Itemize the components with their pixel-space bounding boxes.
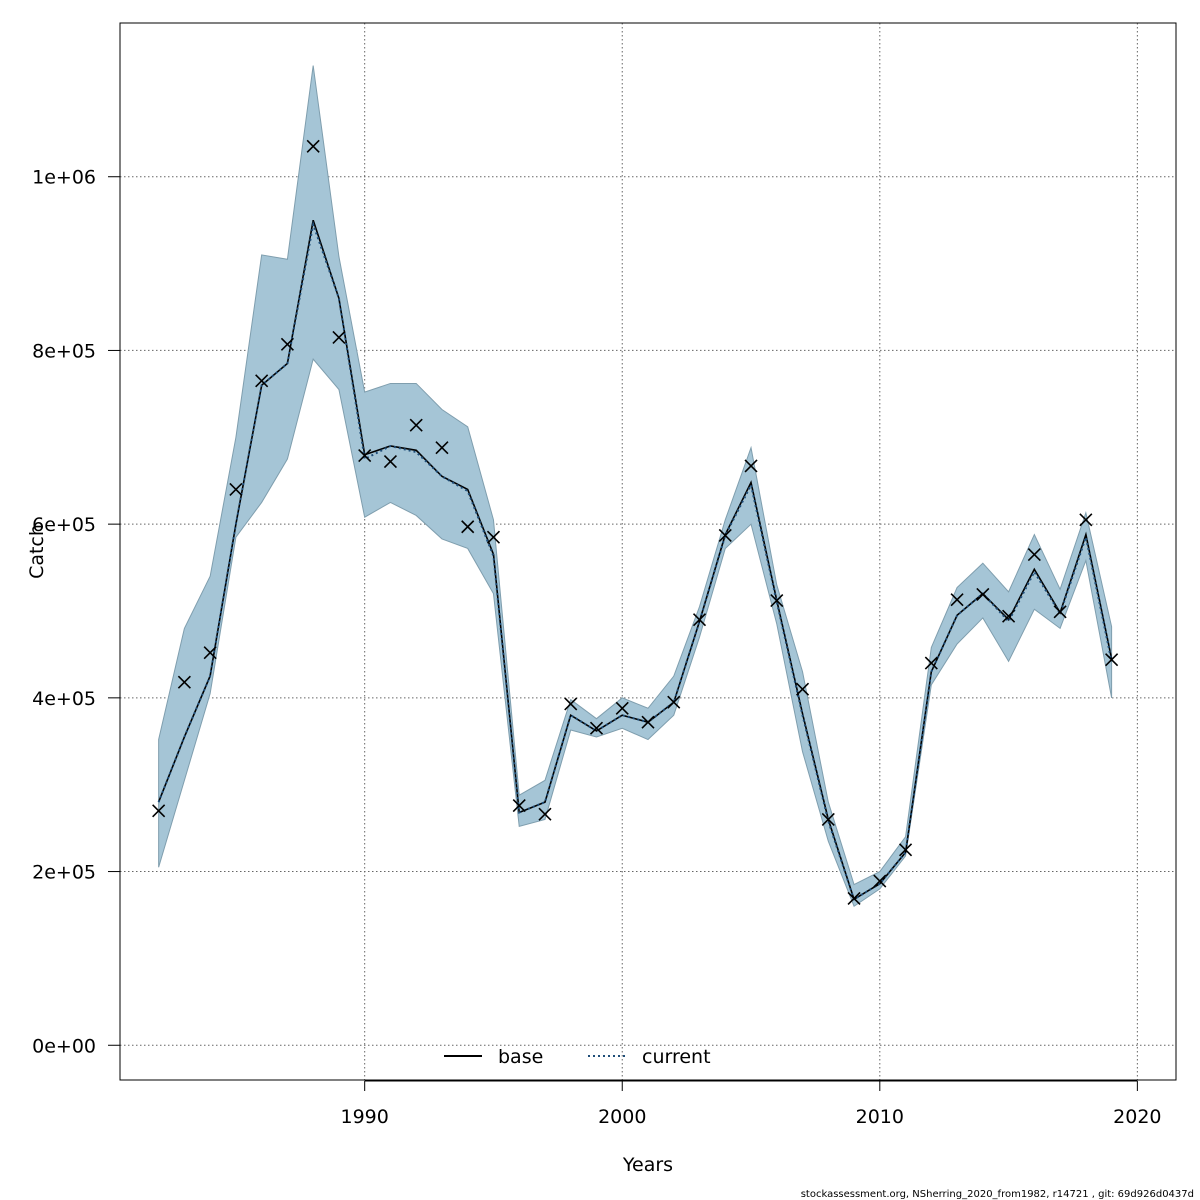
observation-point [152, 804, 166, 818]
observation-point [255, 374, 269, 388]
observation-point [564, 697, 578, 711]
observation-point [177, 675, 191, 689]
observation-point [486, 530, 501, 544]
observation-point [358, 448, 372, 463]
confidence-band [158, 65, 1113, 908]
observation-point [898, 843, 913, 857]
observation-markers [152, 139, 1119, 906]
series-lines [157, 219, 1113, 901]
observation-point [1027, 547, 1041, 562]
legend-label-current: current [642, 1046, 711, 1068]
observation-point [306, 139, 320, 153]
legend: base current [444, 1046, 711, 1068]
observation-point [924, 656, 938, 670]
observation-point [847, 891, 861, 906]
observation-point [1053, 605, 1067, 619]
axes: 1990 2000 2010 2020 0e+00 2e+05 4e+05 6e+05 8e+0… [32, 167, 1161, 1128]
observation-point [383, 455, 398, 469]
observation-point [641, 715, 655, 729]
footnote: stockassessment.org, NSherring_2020_from… [801, 1189, 1194, 1200]
observation-point [950, 593, 964, 607]
observation-point [1079, 513, 1093, 527]
observation-point [718, 528, 732, 542]
observation-point [512, 798, 526, 813]
y-tick-label: 6e+05 [32, 514, 96, 536]
y-tick-label: 1e+06 [32, 167, 96, 189]
x-tick-label: 2010 [856, 1106, 904, 1128]
x-tick-label: 2020 [1113, 1106, 1161, 1128]
legend-label-base: base [498, 1046, 543, 1068]
y-axis-title: Catch [26, 524, 48, 579]
observation-point [538, 807, 552, 821]
observation-point [667, 695, 681, 709]
series-line-current [157, 220, 1113, 901]
y-tick-label: 0e+00 [32, 1035, 96, 1057]
observation-point [615, 701, 629, 715]
y-tick-label: 2e+05 [32, 862, 96, 884]
plot-frame [119, 22, 1177, 1081]
observation-point [770, 594, 784, 608]
observation-point [332, 330, 346, 344]
observation-point [976, 587, 990, 602]
observation-point [795, 682, 810, 696]
observation-point [744, 459, 758, 473]
observation-point [461, 520, 475, 534]
observation-point [589, 721, 604, 735]
observation-point [435, 441, 449, 455]
x-tick-label: 1990 [341, 1106, 389, 1128]
observation-point [1105, 653, 1119, 667]
observation-point [203, 646, 217, 660]
observation-point [821, 812, 835, 827]
x-tick-label: 2000 [598, 1106, 646, 1128]
observation-point [873, 874, 887, 888]
ci-band [158, 65, 1113, 908]
y-tick-label: 4e+05 [32, 688, 96, 710]
observation-point [409, 418, 423, 432]
y-tick-label: 8e+05 [32, 340, 96, 362]
observation-point [280, 337, 294, 351]
observation-point [229, 482, 243, 496]
x-axis-title: Years [622, 1154, 673, 1176]
observation-point [692, 613, 707, 627]
observation-point [1002, 609, 1016, 623]
